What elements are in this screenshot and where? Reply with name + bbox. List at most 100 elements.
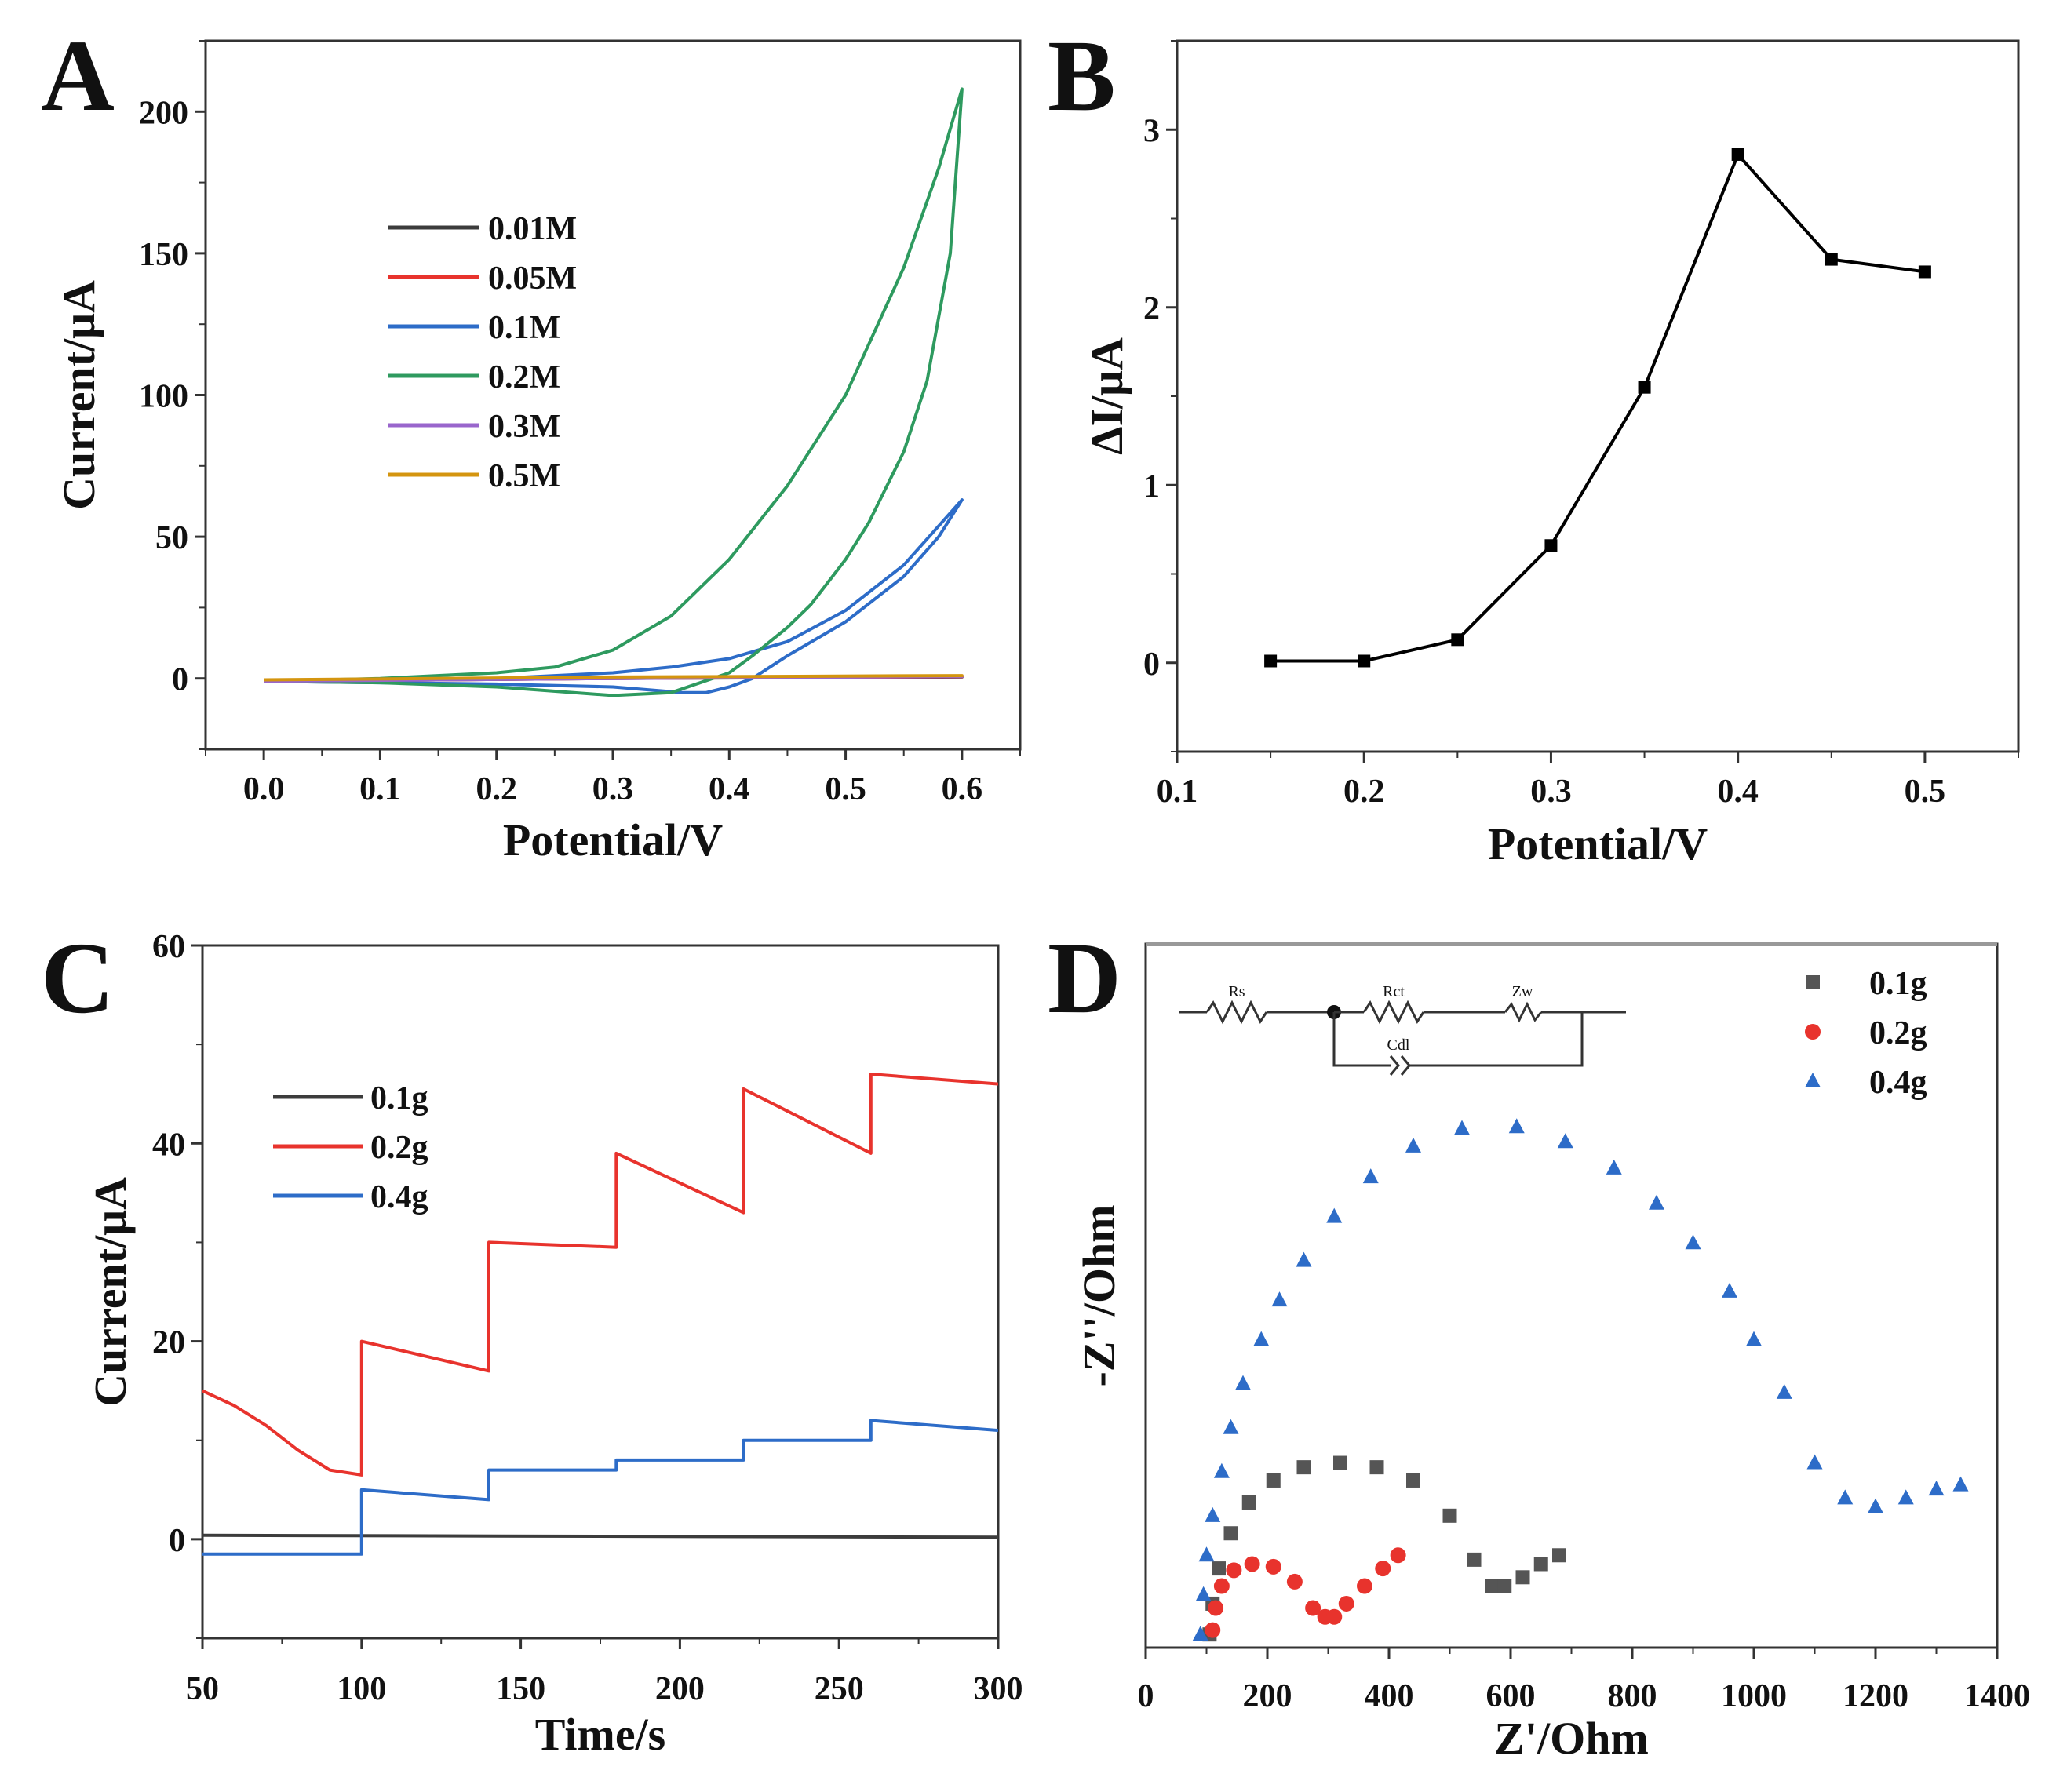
y-tick-label: 2 <box>1143 291 1160 327</box>
x-tick-label: 300 <box>974 1671 1023 1707</box>
legend-label: 0.4g <box>1869 1065 1927 1101</box>
x-tick-label: 0.6 <box>942 771 983 807</box>
data-point-0.4g <box>1746 1331 1762 1346</box>
x-tick-label: 0.0 <box>243 771 285 807</box>
data-point-0.2g <box>1305 1600 1321 1616</box>
legend-label: 0.4g <box>370 1179 428 1215</box>
data-point-0.1g <box>1485 1579 1500 1593</box>
x-tick-label: 50 <box>186 1671 219 1707</box>
y-axis-label: Current/μA <box>85 1177 136 1407</box>
data-point-0.1g <box>1212 1561 1226 1576</box>
y-tick-label: 40 <box>152 1127 185 1163</box>
data-point-0.4g <box>1606 1159 1622 1175</box>
data-point-0.2g <box>1390 1547 1406 1564</box>
data-point-0.2g <box>1213 1578 1230 1594</box>
series-line-0.4g <box>202 1419 998 1556</box>
data-point-0.4g <box>1508 1118 1525 1134</box>
legend-label: 0.1g <box>1869 966 1927 1002</box>
data-point-0.4g <box>1776 1383 1792 1399</box>
data-point-0.1g <box>1515 1570 1530 1585</box>
panel-label: B <box>1048 20 1116 133</box>
data-point-0.4g <box>1198 1546 1215 1562</box>
x-axis-label: Potential/V <box>1488 818 1708 869</box>
data-point-0.2g <box>1265 1558 1281 1575</box>
data-point-0.1g <box>1442 1508 1457 1523</box>
data-point-0.2g <box>1205 1622 1221 1638</box>
data-point-0.4g <box>1296 1251 1312 1267</box>
circuit-wire <box>1409 1012 1584 1067</box>
series-line-ΔI <box>1270 153 1926 663</box>
data-point-0.4g <box>1806 1454 1823 1470</box>
data-point-0.4g <box>1213 1462 1230 1478</box>
legend-label: 0.1g <box>370 1080 428 1116</box>
resistor-rs-icon <box>1205 1000 1268 1025</box>
data-point-0.4g <box>1897 1489 1914 1505</box>
data-point-0.4g <box>1685 1234 1701 1250</box>
legend-label: 0.5M <box>488 458 560 494</box>
x-tick-label: 400 <box>1365 1678 1414 1714</box>
data-point-0.4g <box>1868 1498 1883 1513</box>
y-tick-label: 50 <box>155 520 188 556</box>
data-point-0.1g <box>1266 1473 1281 1488</box>
plot-area <box>1264 148 1931 668</box>
data-point <box>1825 253 1838 266</box>
data-point-0.4g <box>1649 1194 1664 1210</box>
y-axis-label: Current/μA <box>53 280 104 510</box>
data-point-0.4g <box>1557 1133 1573 1149</box>
data-point-0.2g <box>1208 1600 1224 1616</box>
legend-marker <box>1805 1024 1821 1040</box>
data-point <box>1918 265 1931 279</box>
legend-marker <box>1805 1073 1821 1087</box>
y-tick-label: 150 <box>139 237 188 273</box>
data-point-0.4g <box>1253 1331 1270 1346</box>
warburg-zw-icon <box>1504 1001 1543 1023</box>
series-line-0.2M <box>264 87 964 697</box>
data-point-0.1g <box>1241 1495 1256 1510</box>
data-point-0.4g <box>1837 1489 1854 1505</box>
x-tick-label: 0.5 <box>1905 774 1946 810</box>
legend-label: 0.05M <box>488 260 577 297</box>
y-axis-label: ΔI/μA <box>1081 337 1132 455</box>
data-point-0.1g <box>1552 1548 1566 1563</box>
data-point-0.1g <box>1333 1455 1347 1470</box>
x-tick-label: 600 <box>1486 1678 1536 1714</box>
resistor-rct-icon <box>1362 1000 1425 1025</box>
capacitor-cdl-icon <box>1389 1055 1400 1076</box>
data-point-0.1g <box>1533 1557 1548 1572</box>
plot-area <box>1192 1118 1969 1642</box>
x-tick-label: 0.3 <box>1530 774 1572 810</box>
y-tick-label: 0 <box>169 1523 185 1559</box>
data-point-0.1g <box>1497 1579 1512 1593</box>
x-tick-label: 1400 <box>1964 1678 2030 1714</box>
x-tick-label: 0.4 <box>1717 774 1759 810</box>
data-point-0.2g <box>1286 1573 1303 1590</box>
x-tick-label: 250 <box>815 1671 864 1707</box>
x-tick-label: 200 <box>655 1671 705 1707</box>
legend-marker <box>1806 975 1820 989</box>
data-point-0.2g <box>1226 1562 1242 1579</box>
legend-label: 0.2M <box>488 359 560 395</box>
y-tick-label: 20 <box>152 1325 185 1361</box>
legend-label: 0.2g <box>370 1130 428 1166</box>
capacitor-cdl-icon <box>1400 1055 1411 1076</box>
x-axis-label: Time/s <box>535 1709 666 1760</box>
x-tick-label: 100 <box>337 1671 386 1707</box>
x-tick-label: 0.1 <box>359 771 401 807</box>
panel-label: D <box>1048 922 1121 1035</box>
panel-label: A <box>41 20 115 133</box>
data-point-0.4g <box>1362 1168 1379 1184</box>
y-tick-label: 200 <box>139 95 188 131</box>
x-tick-label: 0.1 <box>1157 774 1198 810</box>
panel-label: C <box>41 922 115 1035</box>
y-tick-label: 100 <box>139 379 188 415</box>
data-point-0.4g <box>1195 1586 1212 1601</box>
data-point-0.2g <box>1338 1595 1354 1612</box>
data-point-0.2g <box>1375 1561 1391 1577</box>
x-tick-label: 1000 <box>1721 1678 1787 1714</box>
series-line-0.1M <box>264 498 964 694</box>
data-point-0.4g <box>1952 1476 1969 1492</box>
circuit-label-rs: Rs <box>1228 983 1245 1000</box>
data-point-0.2g <box>1357 1578 1372 1594</box>
circuit-label-cdl: Cdl <box>1387 1036 1410 1054</box>
y-tick-label: 3 <box>1143 113 1160 149</box>
